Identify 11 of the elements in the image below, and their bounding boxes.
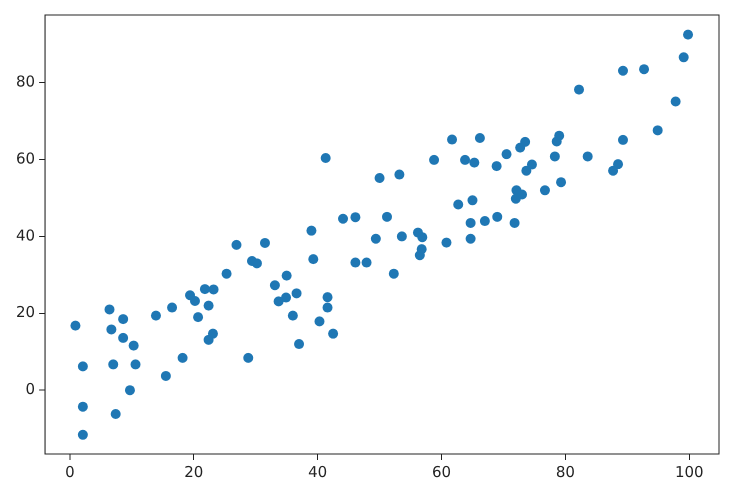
y-tick-label: 20: [16, 303, 36, 322]
x-tick-label: 60: [432, 462, 452, 481]
x-tick-label: 20: [184, 462, 204, 481]
y-tick-label: 80: [16, 72, 36, 91]
x-tick-label: 40: [308, 462, 328, 481]
y-tick-label: 40: [16, 226, 36, 244]
y-tick-label: 60: [16, 149, 36, 168]
x-tick-label: 100: [674, 462, 704, 481]
x-tick-label: 0: [65, 462, 75, 481]
x-tick-label: 80: [556, 462, 575, 481]
y-tick-label: 0: [26, 380, 36, 398]
